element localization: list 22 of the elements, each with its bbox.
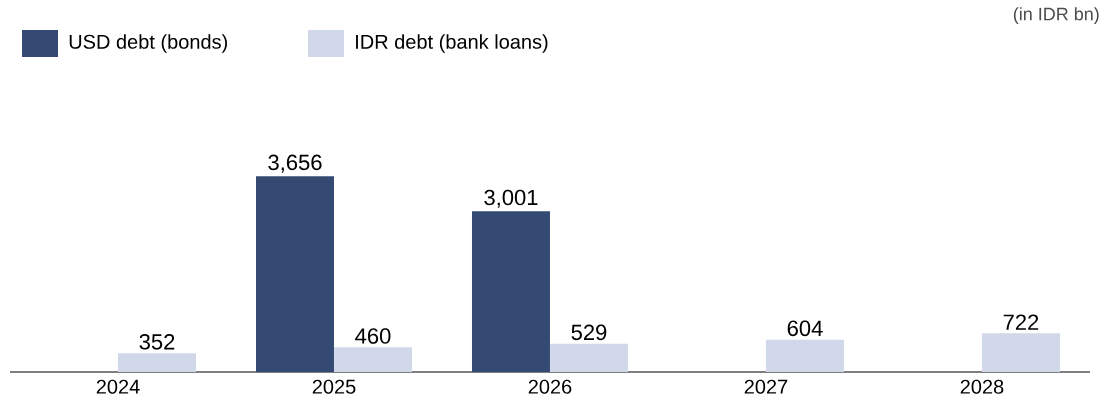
data-label: 3,656 <box>268 154 322 173</box>
data-label: 722 <box>1003 314 1039 330</box>
bar <box>549 343 628 372</box>
x-tick-label: 2026 <box>528 379 572 394</box>
bar <box>765 339 844 372</box>
bar <box>333 347 412 372</box>
bar <box>471 211 550 372</box>
x-tick-label: 2025 <box>312 379 356 394</box>
bar <box>256 176 334 372</box>
legend-label: USD debt (bonds) <box>69 34 228 53</box>
bar <box>981 333 1060 372</box>
legend-label: IDR debt (bank loans) <box>356 34 548 53</box>
x-tick-label: 2028 <box>960 379 1004 394</box>
text: (in IDR bn) <box>1013 7 1099 24</box>
x-tick-label: 2027 <box>744 379 788 394</box>
data-label: 604 <box>787 320 823 337</box>
data-label: 460 <box>355 328 391 344</box>
bar <box>118 353 197 372</box>
x-tick-label: 2024 <box>96 379 140 394</box>
data-label: 529 <box>571 324 607 341</box>
data-label: 352 <box>139 334 175 350</box>
data-label: 3,001 <box>484 189 538 208</box>
